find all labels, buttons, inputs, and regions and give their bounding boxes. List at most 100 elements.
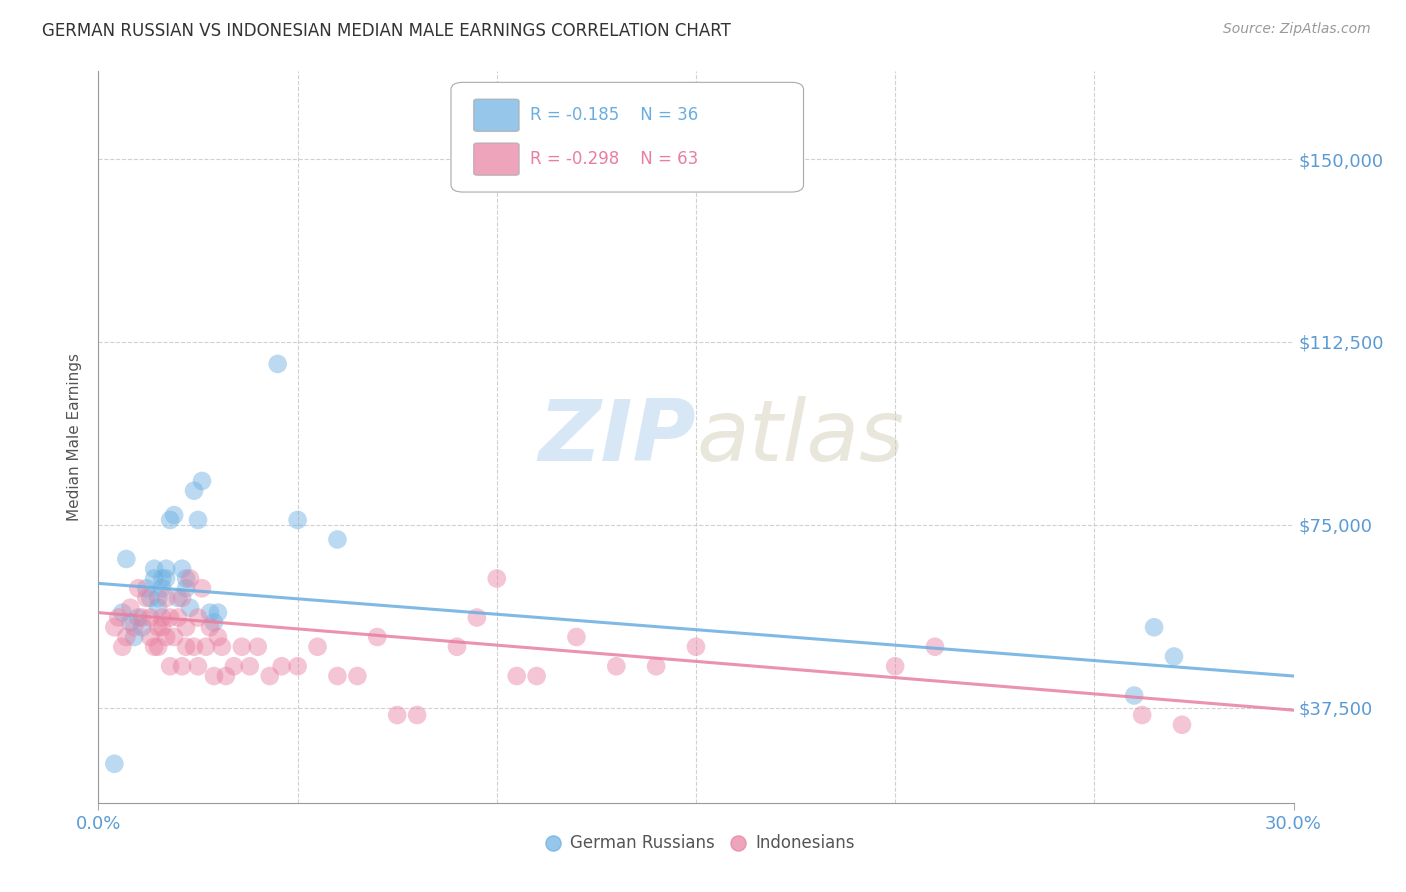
Point <box>526 669 548 683</box>
Point <box>135 591 157 605</box>
Point <box>195 640 218 654</box>
Point <box>183 640 205 654</box>
Point <box>187 610 209 624</box>
Point <box>287 659 309 673</box>
Point <box>211 640 233 654</box>
Point <box>1143 620 1166 634</box>
Point <box>103 756 125 771</box>
Point <box>143 572 166 586</box>
FancyBboxPatch shape <box>451 82 804 192</box>
Point <box>174 572 197 586</box>
Point <box>174 640 197 654</box>
Point <box>267 357 290 371</box>
Point <box>446 640 468 654</box>
Point <box>1130 708 1153 723</box>
Point <box>202 615 225 630</box>
Point <box>115 552 138 566</box>
Text: R = -0.185    N = 36: R = -0.185 N = 36 <box>530 106 699 124</box>
Point <box>326 533 349 547</box>
Point <box>120 600 142 615</box>
Point <box>107 610 129 624</box>
Point <box>148 620 170 634</box>
Point <box>155 572 177 586</box>
Point <box>174 620 197 634</box>
Point <box>139 591 162 605</box>
Point <box>159 610 181 624</box>
Point <box>465 610 488 624</box>
FancyBboxPatch shape <box>474 99 519 131</box>
Point <box>103 620 125 634</box>
Text: R = -0.298    N = 63: R = -0.298 N = 63 <box>530 150 699 168</box>
Point <box>143 640 166 654</box>
Point <box>150 572 173 586</box>
Point <box>287 513 309 527</box>
Point <box>202 669 225 683</box>
Point <box>385 708 409 723</box>
Point <box>148 600 170 615</box>
Point <box>131 620 153 634</box>
Point <box>172 659 194 673</box>
Point <box>120 615 142 630</box>
Point <box>222 659 245 673</box>
Text: GERMAN RUSSIAN VS INDONESIAN MEDIAN MALE EARNINGS CORRELATION CHART: GERMAN RUSSIAN VS INDONESIAN MEDIAN MALE… <box>42 22 731 40</box>
Point <box>307 640 329 654</box>
Point <box>198 606 221 620</box>
Point <box>143 562 166 576</box>
Point <box>150 610 173 624</box>
Point <box>155 562 177 576</box>
Point <box>231 640 253 654</box>
Point <box>172 591 194 605</box>
Point <box>346 669 368 683</box>
Point <box>191 581 214 595</box>
Text: German Russians: German Russians <box>571 834 716 852</box>
Text: atlas: atlas <box>696 395 904 479</box>
Point <box>207 606 229 620</box>
Point <box>179 600 201 615</box>
Point <box>167 591 190 605</box>
Point <box>163 508 186 522</box>
Point <box>605 659 627 673</box>
Point <box>148 591 170 605</box>
Point <box>198 620 221 634</box>
Point <box>645 659 668 673</box>
Point <box>506 669 529 683</box>
Point <box>155 630 177 644</box>
Point <box>135 581 157 595</box>
Point <box>187 659 209 673</box>
Point <box>1123 689 1146 703</box>
Point <box>150 620 173 634</box>
Point <box>246 640 269 654</box>
Point <box>183 483 205 498</box>
Point <box>111 606 134 620</box>
Point <box>174 581 197 595</box>
Point <box>159 513 181 527</box>
Point <box>172 562 194 576</box>
Point <box>150 581 173 595</box>
Point <box>884 659 907 673</box>
Point <box>127 581 149 595</box>
Text: ZIP: ZIP <box>538 395 696 479</box>
Point <box>485 572 508 586</box>
FancyBboxPatch shape <box>474 143 519 175</box>
Point <box>111 640 134 654</box>
Point <box>187 513 209 527</box>
Point <box>326 669 349 683</box>
Point <box>124 630 146 644</box>
Point <box>127 610 149 624</box>
Text: Indonesians: Indonesians <box>756 834 855 852</box>
Point <box>406 708 429 723</box>
Point <box>259 669 281 683</box>
Point <box>179 572 201 586</box>
Point <box>215 669 238 683</box>
Point <box>685 640 707 654</box>
Point <box>124 620 146 634</box>
Point <box>131 610 153 624</box>
Point <box>207 630 229 644</box>
Y-axis label: Median Male Earnings: Median Male Earnings <box>67 353 83 521</box>
Point <box>1171 718 1194 732</box>
Point <box>167 610 190 624</box>
Point <box>1163 649 1185 664</box>
Point <box>239 659 262 673</box>
Text: Source: ZipAtlas.com: Source: ZipAtlas.com <box>1223 22 1371 37</box>
Point <box>366 630 388 644</box>
